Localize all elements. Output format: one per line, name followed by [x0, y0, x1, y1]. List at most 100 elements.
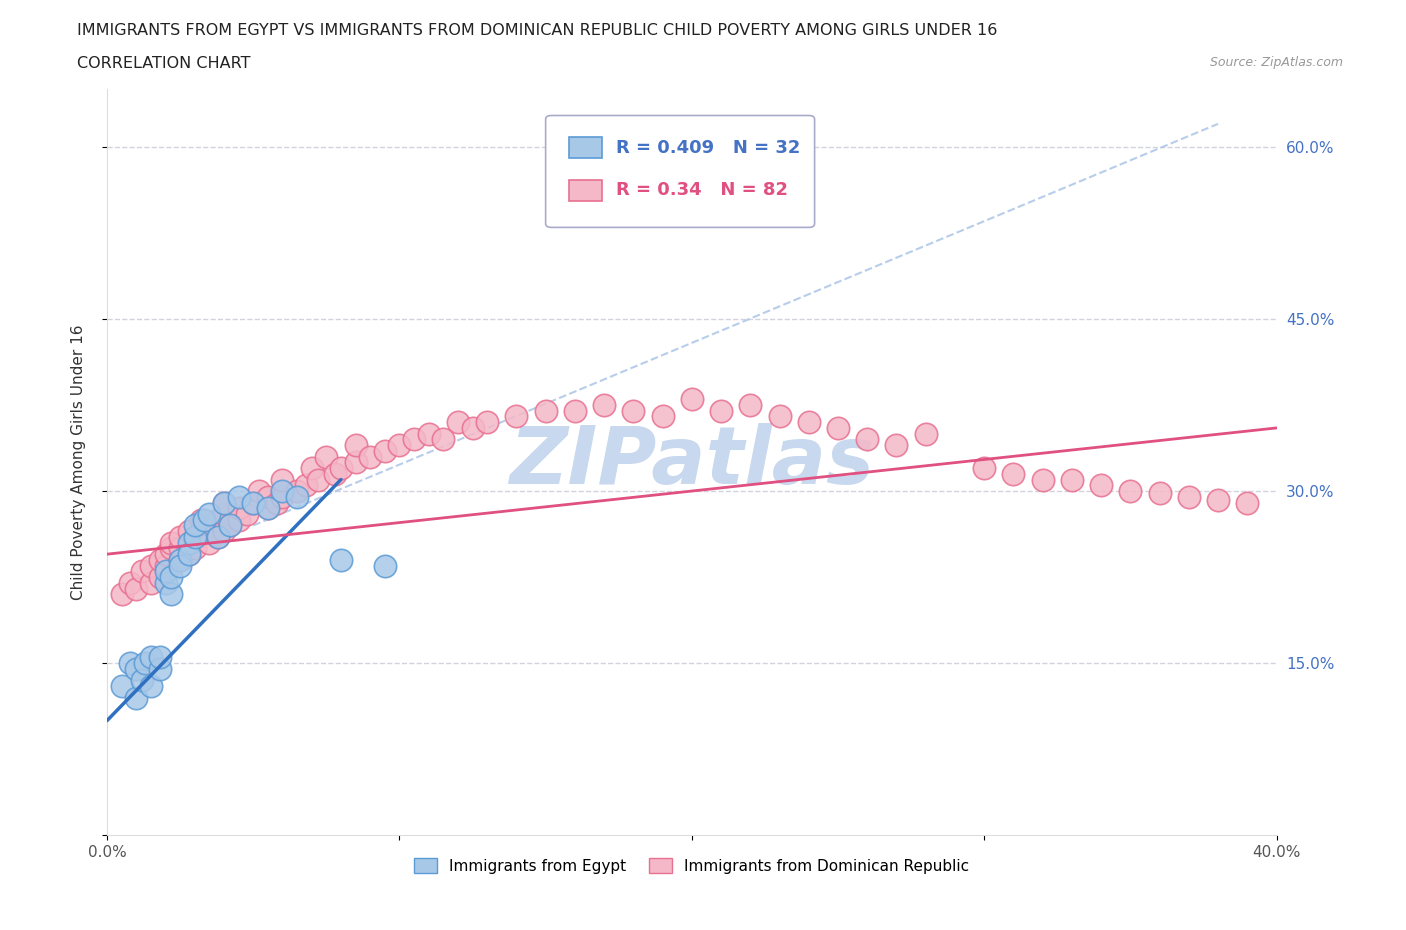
Point [228, 489, 250, 504]
Point [1149, 485, 1171, 500]
Point [266, 495, 288, 510]
Point [1178, 489, 1201, 504]
Point [285, 489, 308, 504]
Point [184, 529, 207, 544]
Point [768, 409, 790, 424]
Point [330, 552, 353, 567]
Point [177, 536, 200, 551]
Point [155, 547, 177, 562]
Point [257, 489, 280, 504]
FancyBboxPatch shape [569, 179, 602, 201]
Point [710, 404, 733, 418]
Point [139, 650, 162, 665]
Point [184, 541, 207, 556]
Point [1002, 466, 1025, 481]
Point [120, 656, 142, 671]
Legend: Immigrants from Egypt, Immigrants from Dominican Republic: Immigrants from Egypt, Immigrants from D… [408, 852, 976, 880]
Point [295, 478, 318, 493]
Point [242, 495, 264, 510]
Point [207, 529, 229, 544]
Point [1032, 472, 1054, 487]
Point [461, 420, 484, 435]
Point [169, 541, 191, 556]
Point [139, 558, 162, 573]
Point [301, 460, 323, 475]
Point [271, 489, 294, 504]
Point [330, 460, 353, 475]
Point [914, 426, 936, 441]
Y-axis label: Child Poverty Among Girls Under 16: Child Poverty Among Girls Under 16 [72, 325, 86, 600]
Point [447, 415, 470, 430]
Point [418, 426, 440, 441]
Point [651, 409, 673, 424]
Point [534, 404, 557, 418]
Point [564, 404, 586, 418]
Text: IMMIGRANTS FROM EGYPT VS IMMIGRANTS FROM DOMINICAN REPUBLIC CHILD POVERTY AMONG : IMMIGRANTS FROM EGYPT VS IMMIGRANTS FROM… [77, 23, 998, 38]
Point [160, 541, 183, 556]
Point [402, 432, 425, 446]
Text: CORRELATION CHART: CORRELATION CHART [77, 56, 250, 71]
Point [593, 397, 616, 412]
Point [359, 449, 381, 464]
Point [856, 432, 879, 446]
Point [184, 518, 207, 533]
Point [193, 512, 215, 527]
Text: Source: ZipAtlas.com: Source: ZipAtlas.com [1209, 56, 1343, 69]
Text: R = 0.34   N = 82: R = 0.34 N = 82 [616, 181, 787, 199]
Point [740, 397, 762, 412]
Point [307, 472, 329, 487]
Point [257, 501, 280, 516]
Point [323, 466, 346, 481]
Point [475, 415, 498, 430]
Point [125, 690, 148, 705]
Point [388, 438, 411, 453]
Point [315, 449, 337, 464]
Point [1236, 495, 1258, 510]
Point [169, 558, 191, 573]
Point [155, 576, 177, 591]
Point [160, 587, 183, 602]
Point [228, 512, 250, 527]
Point [228, 501, 250, 516]
Point [155, 564, 177, 578]
Point [344, 455, 367, 470]
Point [169, 529, 191, 544]
Point [374, 558, 396, 573]
Text: ZIPatlas: ZIPatlas [509, 423, 875, 501]
Point [212, 495, 235, 510]
Point [198, 536, 221, 551]
Point [236, 507, 259, 522]
Point [149, 661, 172, 676]
Point [374, 444, 396, 458]
Point [111, 587, 134, 602]
Point [160, 570, 183, 585]
Point [149, 570, 172, 585]
Point [131, 673, 153, 688]
Point [218, 518, 240, 533]
Point [149, 552, 172, 567]
Point [177, 524, 200, 538]
Point [886, 438, 908, 453]
Point [198, 518, 221, 533]
Point [190, 512, 212, 527]
Point [432, 432, 454, 446]
Point [1206, 493, 1229, 508]
Point [134, 656, 156, 671]
Point [207, 529, 229, 544]
Point [160, 536, 183, 551]
Point [212, 507, 235, 522]
FancyBboxPatch shape [569, 137, 602, 158]
Point [1060, 472, 1083, 487]
Point [212, 524, 235, 538]
FancyBboxPatch shape [546, 115, 814, 228]
Point [177, 547, 200, 562]
Point [131, 564, 153, 578]
Point [149, 650, 172, 665]
Point [155, 558, 177, 573]
Point [169, 552, 191, 567]
Point [1090, 478, 1112, 493]
Point [247, 484, 270, 498]
Point [125, 661, 148, 676]
Point [1119, 484, 1142, 498]
Point [285, 484, 308, 498]
